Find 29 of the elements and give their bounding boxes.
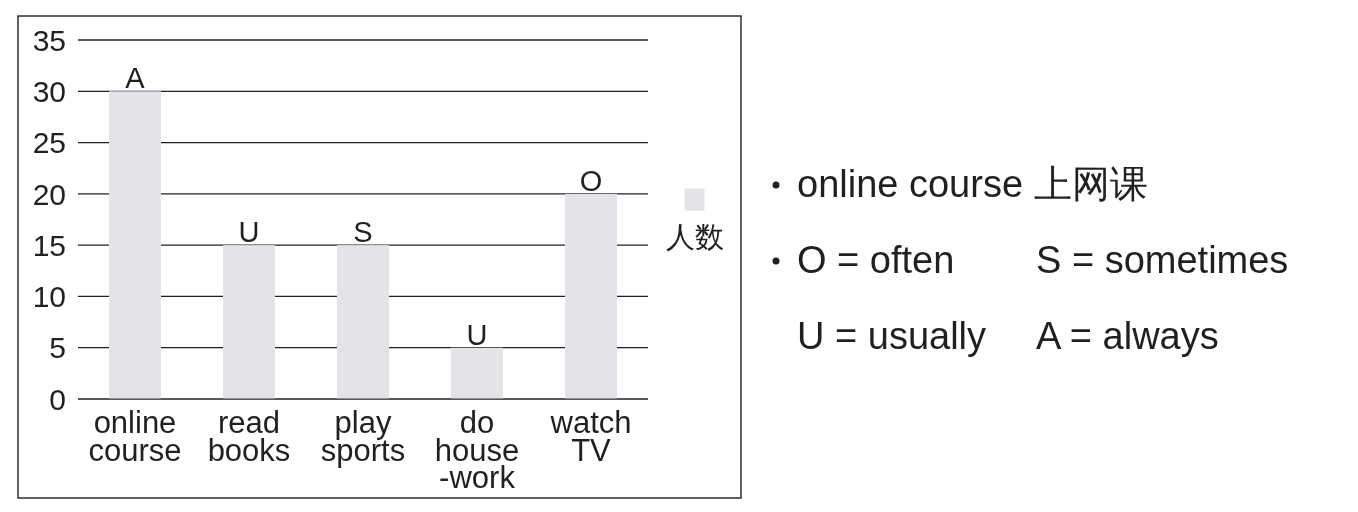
data-label: O <box>579 164 603 197</box>
data-label: A <box>125 62 146 95</box>
x-tick-label: read books <box>207 405 291 468</box>
bar <box>451 347 503 399</box>
x-tick-label: watch TV <box>549 405 641 468</box>
y-tick-label: 10 <box>32 280 66 314</box>
y-tick-label: 35 <box>32 23 66 57</box>
y-tick-label: 5 <box>49 331 66 365</box>
y-tick-label: 25 <box>32 126 66 160</box>
y-tick-label: 30 <box>32 74 66 108</box>
x-tick-label: play sports <box>320 405 406 468</box>
data-label: U <box>466 318 488 351</box>
bar <box>565 193 617 399</box>
y-tick-label: 20 <box>32 177 66 211</box>
data-label: S <box>353 216 373 249</box>
legend-label: 人数 <box>665 220 724 253</box>
y-tick-label: 0 <box>49 382 66 416</box>
text: O = often <box>797 239 955 281</box>
text: U = usually <box>797 315 987 357</box>
data-label: U <box>238 216 260 249</box>
x-tick-label: do house-work <box>434 405 520 495</box>
y-tick-label: 15 <box>32 228 66 262</box>
bar <box>109 91 161 399</box>
bar <box>223 245 275 399</box>
x-tick-label: online course <box>88 405 185 468</box>
bar <box>337 245 389 399</box>
text: S = sometimes <box>1036 239 1289 281</box>
text: A = always <box>1036 315 1219 357</box>
text: online course 上网课 <box>797 163 1148 205</box>
